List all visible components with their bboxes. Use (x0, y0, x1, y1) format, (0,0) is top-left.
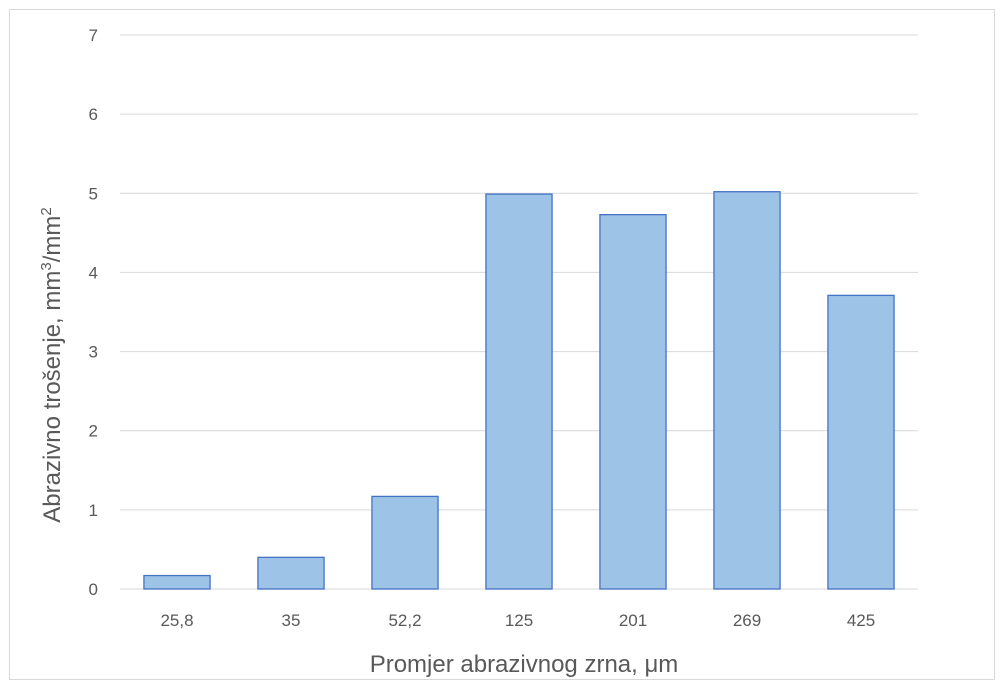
x-tick-label: 52,2 (388, 611, 421, 630)
x-tick-label: 425 (847, 611, 875, 630)
y-tick-label: 4 (89, 263, 98, 282)
bar (371, 495, 439, 590)
x-axis-title: Promjer abrazivnog zrna, μm (370, 651, 679, 678)
y-tick-label: 7 (89, 26, 98, 45)
x-tick-labels: 25,8 35 52,2 125 201 269 425 (160, 611, 875, 630)
x-tick-label: 125 (505, 611, 533, 630)
x-tick-label: 201 (619, 611, 647, 630)
y-axis-title: Abrazivno trošenje, mm3/mm2 (38, 207, 66, 522)
y-tick-label: 2 (89, 422, 98, 441)
bars (143, 191, 895, 590)
y-tick-labels: 0 1 2 3 4 5 6 7 (89, 26, 98, 599)
y-tick-label: 5 (89, 184, 98, 203)
x-tick-label: 35 (282, 611, 301, 630)
x-tick-label: 25,8 (160, 611, 193, 630)
bar (713, 191, 781, 590)
y-tick-label: 0 (89, 580, 98, 599)
bar (485, 193, 553, 590)
bar (599, 214, 667, 590)
y-tick-label: 1 (89, 501, 98, 520)
bar (827, 294, 895, 590)
bar (257, 556, 325, 590)
bar (143, 574, 211, 590)
y-tick-label: 6 (89, 105, 98, 124)
x-tick-label: 269 (733, 611, 761, 630)
y-tick-label: 3 (89, 343, 98, 362)
